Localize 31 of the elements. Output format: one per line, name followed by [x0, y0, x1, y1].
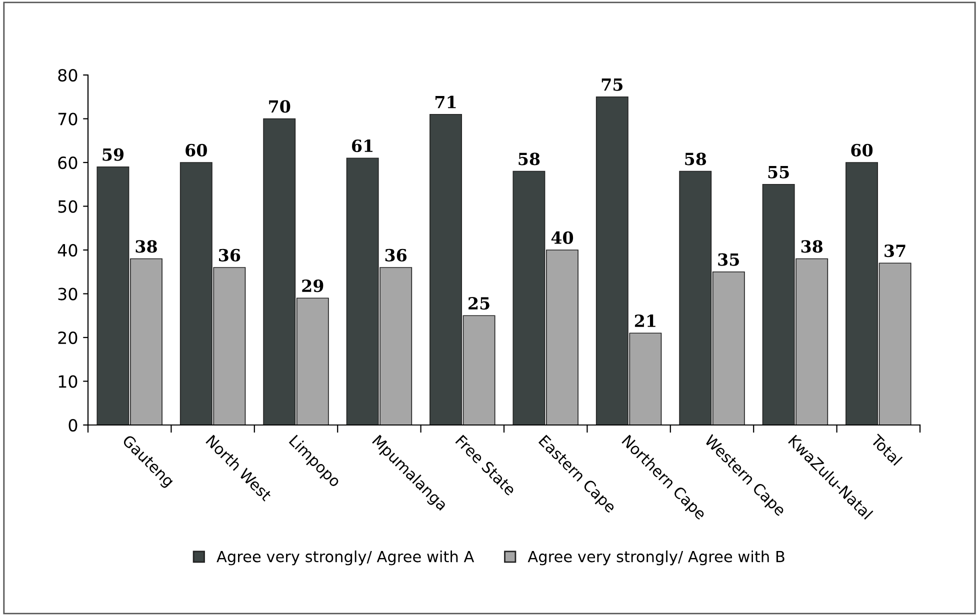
- data-label: 59: [102, 148, 124, 161]
- data-label: 36: [219, 248, 240, 262]
- data-label: 40: [551, 231, 574, 244]
- y-tick-label: 60: [58, 156, 78, 170]
- data-label: 60: [186, 144, 207, 156]
- y-tick-label: 80: [58, 68, 78, 82]
- y-tick-label: 10: [58, 375, 78, 388]
- data-label: 38: [801, 240, 823, 253]
- y-tick-label: 0: [68, 418, 78, 432]
- data-label: 25: [468, 297, 490, 310]
- data-label: 70: [269, 100, 290, 113]
- y-tick-label: 20: [58, 331, 78, 344]
- data-label: 21: [634, 314, 656, 327]
- data-label: 37: [884, 244, 906, 258]
- data-label: 75: [602, 78, 622, 91]
- data-label: 38: [136, 240, 157, 253]
- y-tick-label: 50: [58, 200, 78, 213]
- data-label: 58: [518, 152, 540, 166]
- data-label: 29: [302, 280, 324, 292]
- data-label: 35: [718, 253, 739, 266]
- legend-label: Agree very strongly/ Agree with B: [528, 550, 784, 566]
- y-tick-label: 30: [58, 288, 78, 300]
- legend-label: Agree very strongly/ Agree with A: [216, 550, 474, 566]
- data-label: 36: [385, 248, 407, 262]
- y-tick-label: 70: [58, 112, 78, 126]
- data-label: 60: [851, 144, 873, 156]
- data-label: 55: [768, 166, 789, 178]
- data-label: 58: [685, 152, 706, 166]
- y-tick-label: 40: [58, 244, 78, 257]
- data-label: 71: [435, 96, 456, 108]
- data-label: 61: [352, 140, 372, 152]
